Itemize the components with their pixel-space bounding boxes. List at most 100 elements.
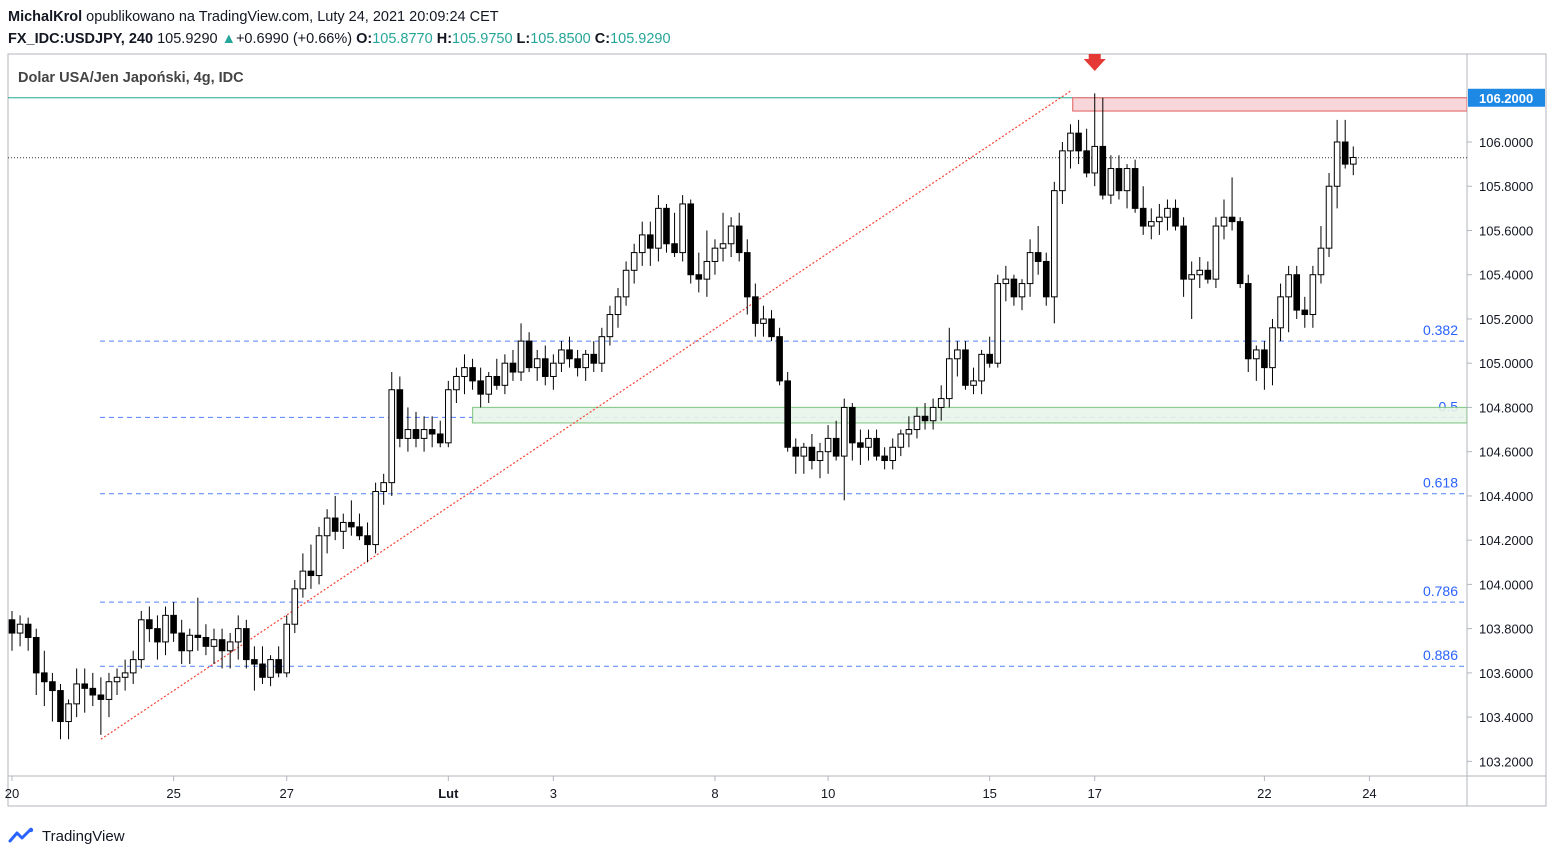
bearish-candle[interactable] [663, 207, 670, 245]
bearish-candle[interactable] [566, 349, 573, 360]
bullish-candle[interactable] [630, 252, 638, 271]
bullish-candle[interactable] [162, 614, 169, 643]
bearish-candle[interactable] [275, 659, 282, 674]
bearish-candle[interactable] [808, 446, 816, 462]
bullish-candle[interactable] [1051, 190, 1058, 298]
bearish-candle[interactable] [1244, 283, 1252, 360]
bearish-candle[interactable] [735, 225, 743, 254]
bearish-candle[interactable] [170, 614, 177, 634]
bearish-candle[interactable] [146, 619, 153, 630]
bullish-candle[interactable] [937, 398, 945, 408]
bearish-candle[interactable] [1180, 225, 1187, 280]
bullish-candle[interactable] [226, 641, 234, 652]
bullish-candle[interactable] [121, 672, 129, 678]
bearish-candle[interactable] [202, 636, 210, 647]
bullish-candle[interactable] [719, 243, 727, 249]
bullish-candle[interactable] [889, 446, 897, 462]
bearish-candle[interactable] [1301, 309, 1309, 316]
bullish-candle[interactable] [598, 336, 606, 364]
bullish-candle[interactable] [501, 362, 509, 386]
bearish-candle[interactable] [1341, 141, 1349, 165]
bullish-candle[interactable] [388, 389, 396, 484]
bullish-candle[interactable] [816, 451, 824, 462]
bearish-candle[interactable] [32, 636, 40, 674]
bearish-candle[interactable] [832, 437, 840, 457]
bullish-candle[interactable] [897, 433, 905, 448]
bullish-candle[interactable] [638, 234, 646, 254]
bearish-candle[interactable] [1228, 216, 1236, 223]
bullish-candle[interactable] [73, 683, 80, 705]
bearish-candle[interactable] [356, 526, 363, 537]
bullish-candle[interactable] [929, 406, 937, 422]
bullish-candle[interactable] [800, 446, 808, 457]
bullish-candle[interactable] [113, 676, 121, 683]
bullish-candle[interactable] [655, 207, 662, 249]
bullish-candle[interactable] [1188, 274, 1195, 280]
bullish-candle[interactable] [299, 570, 307, 590]
bearish-candle[interactable] [1099, 145, 1107, 196]
bearish-candle[interactable] [792, 446, 800, 457]
bearish-candle[interactable] [1172, 207, 1179, 227]
bullish-candle[interactable] [1317, 247, 1325, 276]
author-name[interactable]: MichalKrol [8, 9, 83, 25]
bearish-candle[interactable] [493, 375, 501, 386]
bullish-candle[interactable] [1156, 216, 1163, 223]
bearish-candle[interactable] [348, 521, 355, 528]
bullish-candle[interactable] [1147, 221, 1155, 227]
bearish-candle[interactable] [477, 380, 484, 395]
resistance-zone[interactable] [1072, 97, 1467, 112]
bullish-candle[interactable] [315, 535, 323, 577]
bearish-candle[interactable] [647, 234, 654, 249]
bearish-candle[interactable] [41, 672, 48, 683]
bearish-candle[interactable] [986, 353, 993, 364]
bearish-candle[interactable] [436, 433, 444, 444]
bearish-candle[interactable] [1010, 278, 1018, 298]
bullish-candle[interactable] [824, 437, 832, 453]
bearish-candle[interactable] [218, 639, 226, 652]
bearish-candle[interactable] [1115, 168, 1123, 192]
bullish-candle[interactable] [1107, 168, 1115, 196]
bullish-candle[interactable] [711, 247, 719, 262]
tradingview-logo-icon[interactable] [8, 827, 36, 845]
bullish-candle[interactable] [614, 296, 622, 316]
bullish-candle[interactable] [1026, 252, 1034, 285]
bullish-candle[interactable] [622, 269, 630, 298]
bullish-candle[interactable] [1212, 225, 1220, 280]
bullish-candle[interactable] [1164, 207, 1171, 218]
bearish-candle[interactable] [671, 243, 678, 254]
bullish-candle[interactable] [1123, 168, 1131, 192]
bearish-candle[interactable] [251, 659, 258, 665]
bearish-candle[interactable] [396, 389, 404, 439]
bearish-candle[interactable] [259, 663, 266, 678]
bearish-candle[interactable] [881, 455, 888, 462]
bearish-candle[interactable] [57, 690, 64, 723]
bearish-candle[interactable] [469, 367, 476, 382]
bullish-candle[interactable] [339, 521, 347, 532]
bearish-candle[interactable] [695, 274, 703, 280]
bullish-candle[interactable] [1067, 132, 1074, 152]
bullish-candle[interactable] [186, 634, 194, 652]
bullish-candle[interactable] [65, 703, 72, 723]
bearish-candle[interactable] [243, 628, 250, 661]
bullish-candle[interactable] [954, 349, 961, 360]
bearish-candle[interactable] [81, 683, 89, 689]
bearish-candle[interactable] [857, 442, 864, 448]
bullish-candle[interactable] [970, 380, 977, 386]
bearish-candle[interactable] [849, 406, 856, 444]
bullish-candle[interactable] [533, 358, 541, 369]
bearish-candle[interactable] [743, 252, 751, 298]
bullish-candle[interactable] [1269, 327, 1276, 369]
bearish-candle[interactable] [89, 687, 97, 696]
bullish-candle[interactable] [1285, 274, 1292, 298]
bullish-candle[interactable] [445, 389, 452, 444]
bearish-candle[interactable] [1261, 349, 1268, 369]
bullish-candle[interactable] [1220, 216, 1228, 227]
bullish-candle[interactable] [129, 659, 137, 674]
bullish-candle[interactable] [1309, 274, 1317, 316]
bullish-candle[interactable] [913, 415, 921, 431]
bullish-candle[interactable] [372, 490, 379, 546]
bearish-candle[interactable] [962, 349, 969, 386]
bearish-candle[interactable] [331, 517, 339, 532]
bearish-candle[interactable] [776, 336, 783, 382]
